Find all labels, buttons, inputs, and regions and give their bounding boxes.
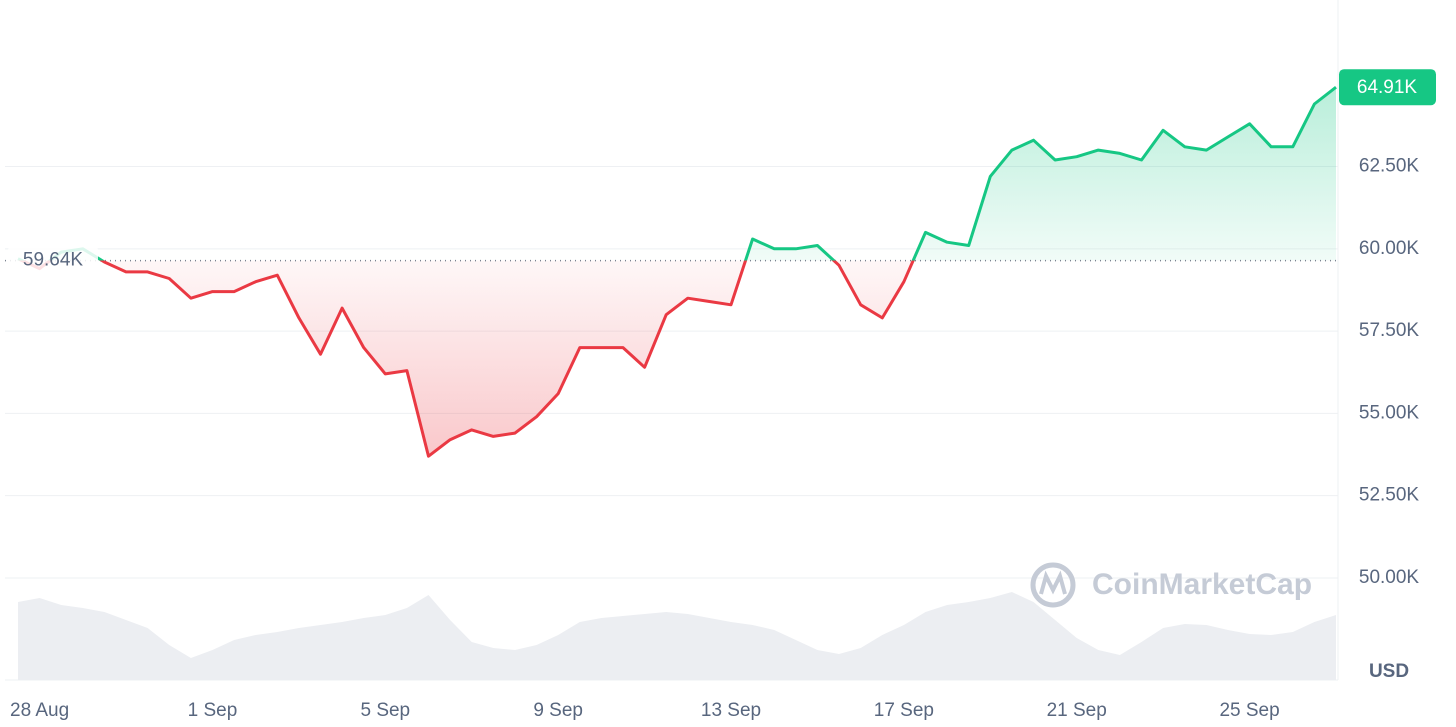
x-tick-label: 25 Sep bbox=[1219, 700, 1279, 721]
watermark-text: CoinMarketCap bbox=[1092, 568, 1312, 601]
price-line bbox=[17, 86, 1337, 458]
volume-area bbox=[18, 592, 1336, 680]
y-tick-label: 60.00K bbox=[1359, 238, 1420, 259]
reference-label-bg bbox=[8, 244, 98, 277]
x-tick-label: 5 Sep bbox=[360, 700, 410, 721]
x-tick-label: 9 Sep bbox=[533, 700, 583, 721]
y-tick-label: 62.50K bbox=[1359, 156, 1420, 177]
y-tick-label: 50.00K bbox=[1359, 567, 1420, 588]
x-tick-label: 17 Sep bbox=[874, 700, 934, 721]
price-area bbox=[18, 87, 1336, 457]
currency-label: USD bbox=[1369, 661, 1409, 682]
x-tick-label: 13 Sep bbox=[701, 700, 761, 721]
y-tick-label: 55.00K bbox=[1359, 402, 1420, 423]
price-tag bbox=[1339, 69, 1436, 106]
watermark: CoinMarketCap bbox=[1030, 562, 1312, 608]
y-tick-label: 57.50K bbox=[1359, 320, 1420, 341]
reference-label: 59.64K bbox=[23, 250, 84, 271]
x-tick-label: 1 Sep bbox=[188, 700, 238, 721]
x-tick-label: 28 Aug bbox=[10, 700, 69, 721]
price-tag-label: 64.91K bbox=[1357, 77, 1418, 98]
x-tick-label: 21 Sep bbox=[1047, 700, 1107, 721]
y-tick-label: 52.50K bbox=[1359, 485, 1420, 506]
